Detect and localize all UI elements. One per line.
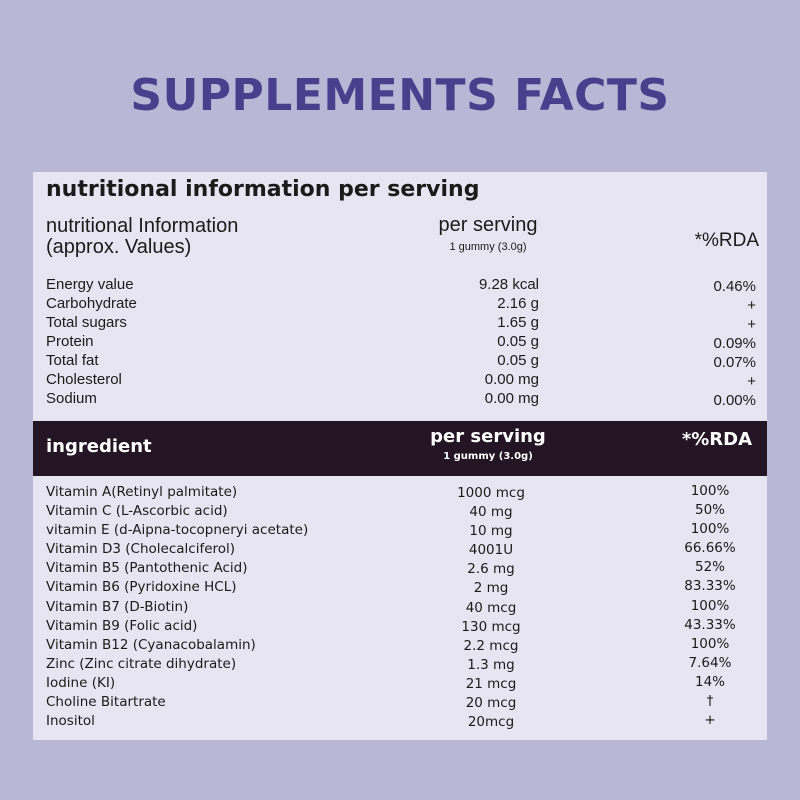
nutrition-row: Total sugars 1.65 g +: [46, 314, 756, 333]
ingredient-row-name: Zinc (Zinc citrate dihydrate): [46, 655, 237, 672]
nutrition-row-value: 9.28 kcal: [478, 276, 539, 293]
nutrition-per-serving-label: per serving: [438, 214, 538, 236]
ingredient-row-name: Vitamin A(Retinyl palmitate): [46, 484, 238, 500]
ingredient-row-rda: +: [704, 712, 716, 729]
ingredient-row-value: 2.2 mcg: [463, 637, 519, 654]
ingredient-row-value: 2.6 mg: [467, 561, 515, 578]
ingredient-row-value: 1000 mcg: [457, 485, 525, 501]
ingredient-row-name: Vitamin B7 (D-Biotin): [46, 598, 189, 615]
ingredient-row-rda: 66.66%: [684, 540, 736, 557]
ingredient-row-value: 40 mg: [469, 504, 513, 521]
ingredient-row: Zinc (Zinc citrate dihydrate) 1.3 mg 7.64%: [46, 655, 756, 674]
facts-panel: nutritional information per serving nutr…: [33, 172, 767, 740]
ingredient-row-rda: 100%: [690, 483, 730, 499]
ingredient-row-name: Choline Bitartrate: [46, 694, 166, 711]
ingredient-row-value: 130 mcg: [461, 618, 521, 635]
ingredient-row: Vitamin B5 (Pantothenic Acid) 2.6 mg 52%: [46, 559, 756, 578]
nutrition-row: Cholesterol 0.00 mg +: [46, 371, 756, 390]
ingredient-row-rda: 100%: [690, 597, 730, 614]
nutrition-row-name: Protein: [46, 333, 94, 350]
nutrition-row: Protein 0.05 g 0.09%: [46, 333, 756, 352]
nutrition-heading: nutritional information per serving: [46, 177, 480, 202]
nutrition-row-rda: +: [747, 297, 756, 314]
nutrition-row-rda: 0.09%: [713, 335, 756, 352]
ingredient-row-name: Vitamin B12 (Cyanacobalamin): [46, 636, 256, 653]
nutrition-row-name: Carbohydrate: [46, 295, 137, 312]
nutrition-rda-header: *%RDA: [694, 230, 759, 251]
ingredient-row-rda: 7.64%: [688, 654, 732, 671]
ingredient-row: Vitamin B6 (Pyridoxine HCL) 2 mg 83.33%: [46, 578, 756, 597]
nutrition-row-name: Total sugars: [46, 314, 127, 331]
ingredient-rda-header: *%RDA: [681, 429, 752, 450]
ingredient-table: Vitamin A(Retinyl palmitate) 1000 mcg 100%…: [46, 483, 756, 731]
ingredient-row-value: 10 mg: [469, 523, 513, 540]
ingredient-header-label: ingredient: [46, 436, 152, 457]
nutrition-row: Sodium 0.00 mg 0.00%: [46, 390, 756, 409]
ingredient-row-name: Vitamin B6 (Pyridoxine HCL): [46, 579, 237, 596]
ingredient-row-name: Inositol: [46, 713, 95, 730]
nutrition-row-rda: +: [747, 373, 756, 390]
nutrition-row-name: Energy value: [46, 276, 134, 293]
ingredient-row-name: Vitamin C (L-Ascorbic acid): [46, 503, 228, 520]
ingredient-row: Choline Bitartrate 20 mcg †: [46, 693, 756, 712]
ingredient-row-rda: 100%: [690, 521, 730, 538]
ingredient-row-rda: 50%: [694, 502, 725, 519]
nutrition-row: Total fat 0.05 g 0.07%: [46, 352, 756, 371]
ingredient-row-rda: 100%: [690, 635, 730, 652]
nutrition-row-rda: 0.46%: [713, 278, 756, 295]
nutrition-row-value: 0.05 g: [497, 352, 539, 369]
nutrition-row-name: Cholesterol: [46, 371, 122, 388]
nutrition-row-value: 2.16 g: [497, 295, 539, 312]
ingredient-row-name: Vitamin B9 (Folic acid): [46, 617, 198, 634]
nutrition-row-value: 0.00 mg: [484, 371, 539, 388]
ingredient-row: Vitamin B7 (D-Biotin) 40 mcg 100%: [46, 598, 756, 617]
nutrition-serving-size: 1 gummy (3.0g): [449, 241, 527, 253]
nutrition-row: Energy value 9.28 kcal 0.46%: [46, 276, 756, 295]
nutrition-row: Carbohydrate 2.16 g +: [46, 295, 756, 314]
ingredient-row: Vitamin D3 (Cholecalciferol) 4001U 66.66%: [46, 540, 756, 559]
ingredient-header-bar: ingredient per serving 1 gummy (3.0g) *%…: [33, 421, 767, 476]
ingredient-row-rda: 52%: [694, 559, 725, 576]
ingredient-row-value: 1.3 mg: [467, 656, 515, 673]
ingredient-row-value: 40 mcg: [465, 599, 517, 616]
ingredient-row-value: 4001U: [468, 542, 514, 559]
ingredient-row: Vitamin C (L-Ascorbic acid) 40 mg 50%: [46, 502, 756, 521]
ingredient-row-name: Vitamin D3 (Cholecalciferol): [46, 541, 236, 558]
page-title: SUPPLEMENTS FACTS: [130, 70, 670, 121]
ingredient-row-name: vitamin E (d-Aipna-tocopneryi acetate): [46, 522, 309, 539]
nutrition-row-value: 1.65 g: [497, 314, 539, 331]
nutrition-column-label-line1: nutritional Information: [46, 215, 239, 237]
nutrition-row-rda: 0.07%: [713, 354, 756, 371]
ingredient-row: Iodine (KI) 21 mcg 14%: [46, 674, 756, 693]
nutrition-column-label: nutritional Information (approx. Values): [46, 216, 238, 258]
ingredient-per-serving-label: per serving: [430, 426, 546, 447]
ingredient-row: vitamin E (d-Aipna-tocopneryi acetate) 10…: [46, 521, 756, 540]
nutrition-table: Energy value 9.28 kcal 0.46% Carbohydrate 2.…: [46, 276, 756, 409]
ingredient-row-rda: 83.33%: [684, 578, 736, 595]
nutrition-row-rda: 0.00%: [713, 392, 756, 409]
ingredient-per-serving-header: per serving 1 gummy (3.0g): [413, 426, 563, 462]
nutrition-row-name: Total fat: [46, 352, 99, 369]
ingredient-row-rda: 14%: [694, 673, 725, 690]
nutrition-row-rda: +: [747, 316, 756, 333]
ingredient-row-name: Vitamin B5 (Pantothenic Acid): [46, 560, 248, 577]
ingredient-row-value: 20mcg: [467, 714, 515, 731]
nutrition-row-name: Sodium: [46, 390, 97, 407]
ingredient-row: Vitamin A(Retinyl palmitate) 1000 mcg 100%: [46, 483, 756, 502]
ingredient-row-value: 20 mcg: [465, 695, 517, 712]
ingredient-row-name: Iodine (KI): [46, 674, 116, 691]
ingredient-serving-size: 1 gummy (3.0g): [443, 451, 533, 462]
ingredient-row-value: 2 mg: [473, 580, 509, 597]
ingredient-row: Vitamin B9 (Folic acid) 130 mcg 43.33%: [46, 617, 756, 636]
nutrition-column-label-line2: (approx. Values): [46, 236, 192, 258]
ingredient-row-value: 21 mcg: [465, 675, 517, 692]
nutrition-row-value: 0.00 mg: [484, 390, 539, 407]
ingredient-row: Inositol 20mcg +: [46, 712, 756, 731]
ingredient-row: Vitamin B12 (Cyanacobalamin) 2.2 mcg 100%: [46, 636, 756, 655]
ingredient-row-rda: †: [706, 693, 714, 710]
ingredient-row-rda: 43.33%: [684, 616, 736, 633]
nutrition-per-serving-header: per serving 1 gummy (3.0g): [413, 214, 563, 253]
nutrition-row-value: 0.05 g: [497, 333, 539, 350]
